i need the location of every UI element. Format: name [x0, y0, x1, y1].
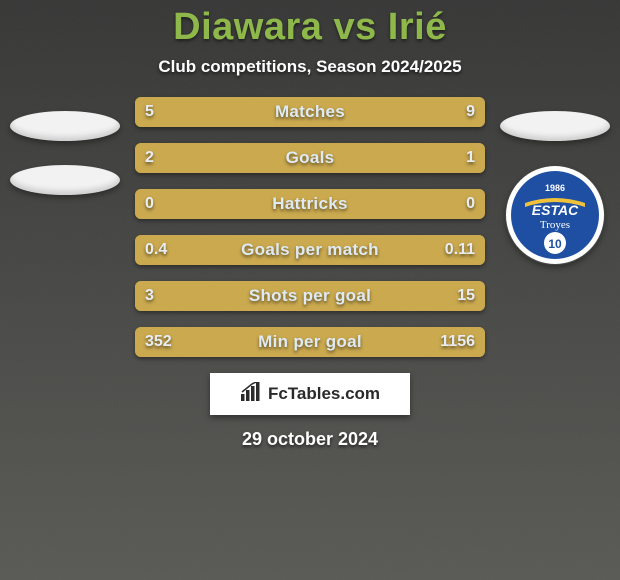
stat-bar-right-value: 9 — [466, 97, 475, 127]
stat-bar-right-value: 15 — [457, 281, 475, 311]
svg-text:ESTAC: ESTAC — [532, 202, 579, 218]
stat-bar: Hattricks0 0 — [135, 189, 485, 219]
stat-bar-left-value: 0.4 — [145, 235, 167, 265]
stat-bar-right-value: 1156 — [440, 327, 475, 357]
stat-bar-label: Goals — [135, 143, 485, 173]
svg-text:10: 10 — [548, 237, 562, 251]
comparison-row: Matches5 9 Goals2 1 Hattricks0 0 Goals per mat… — [0, 97, 620, 357]
left-player-photo-placeholder — [10, 111, 120, 141]
stat-bar-label: Hattricks — [135, 189, 485, 219]
source-text: FcTables.com — [268, 384, 380, 404]
stat-bar-left-value: 3 — [145, 281, 154, 311]
stat-bar-left-value: 0 — [145, 189, 154, 219]
stat-bar-right-value: 0 — [466, 189, 475, 219]
svg-text:1986: 1986 — [545, 183, 565, 193]
subtitle: Club competitions, Season 2024/2025 — [158, 57, 461, 77]
stat-bar: Goals per match0.4 0.11 — [135, 235, 485, 265]
stat-bar-right-value: 1 — [466, 143, 475, 173]
stat-bar-left-value: 352 — [145, 327, 172, 357]
svg-text:Troyes: Troyes — [540, 219, 570, 231]
stat-bar-left-value: 5 — [145, 97, 154, 127]
stat-bar: Goals2 1 — [135, 143, 485, 173]
left-player-club-placeholder — [10, 165, 120, 195]
stat-bar-label: Min per goal — [135, 327, 485, 357]
stat-bar-right-value: 0.11 — [445, 235, 475, 265]
right-player-photo-placeholder — [500, 111, 610, 141]
chart-icon — [240, 382, 262, 407]
stat-bar-label: Shots per goal — [135, 281, 485, 311]
source-badge: FcTables.com — [210, 373, 410, 415]
stat-bars: Matches5 9 Goals2 1 Hattricks0 0 Goals per mat… — [135, 97, 485, 357]
stat-bar: Matches5 9 — [135, 97, 485, 127]
stat-bar-label: Goals per match — [135, 235, 485, 265]
stat-bar: Min per goal352 1156 — [135, 327, 485, 357]
right-player-column: 1986 ESTAC Troyes 10 — [495, 97, 615, 265]
stat-bar-left-value: 2 — [145, 143, 154, 173]
page-title: Diawara vs Irié — [173, 6, 447, 49]
stat-bar-label: Matches — [135, 97, 485, 127]
right-player-club-badge: 1986 ESTAC Troyes 10 — [505, 165, 605, 265]
left-player-column — [5, 97, 125, 195]
date-label: 29 october 2024 — [242, 429, 378, 450]
stat-bar: Shots per goal3 15 — [135, 281, 485, 311]
